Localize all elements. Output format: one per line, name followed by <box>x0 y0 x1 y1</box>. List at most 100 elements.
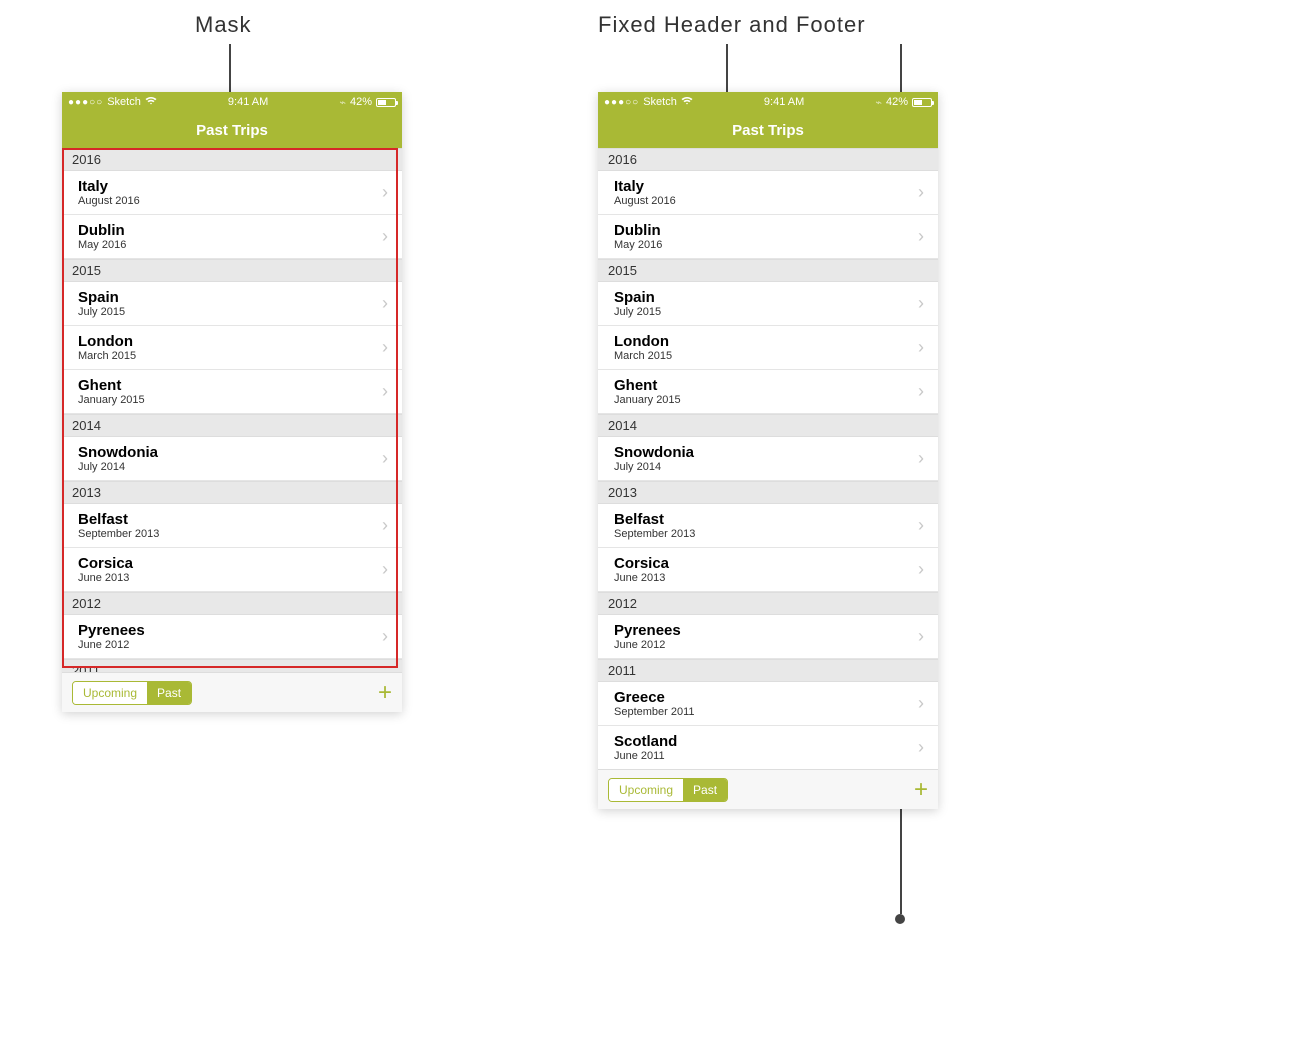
trip-row-text: ItalyAugust 2016 <box>614 178 676 207</box>
trip-row[interactable]: CorsicaJune 2013 › <box>62 548 402 592</box>
segment-upcoming[interactable]: Upcoming <box>73 682 147 704</box>
trip-title: Greece <box>614 689 695 706</box>
annotation-mask-label: Mask <box>195 12 252 38</box>
nav-bar: Past Trips <box>598 112 938 148</box>
trip-row[interactable]: LondonMarch 2015› <box>62 326 402 370</box>
trip-title: Snowdonia <box>78 444 158 461</box>
trip-title: Ghent <box>78 377 145 394</box>
trip-subtitle: May 2016 <box>614 239 662 251</box>
trip-row-text: ItalyAugust 2016 <box>78 178 140 207</box>
nav-title: Past Trips <box>196 122 268 139</box>
trips-list: 2016ItalyAugust 2016›DublinMay 2016›2015… <box>62 148 402 672</box>
section-header: 2011 <box>598 659 938 682</box>
toolbar: Upcoming Past + <box>598 769 938 809</box>
trip-title: Ghent <box>614 377 681 394</box>
trip-subtitle: June 2013 <box>614 572 669 584</box>
trip-row-text: SpainJuly 2015 <box>614 289 661 318</box>
trip-row[interactable]: BelfastSeptember 2013 › <box>62 504 402 548</box>
trip-row[interactable]: CorsicaJune 2013 › <box>598 548 938 592</box>
trip-row-text: SpainJuly 2015 <box>78 289 125 318</box>
trip-subtitle: July 2014 <box>78 461 158 473</box>
trip-row[interactable]: GhentJanuary 2015› <box>598 370 938 414</box>
statusbar-right: ⌁ 42% <box>875 96 932 109</box>
chevron-right-icon: › <box>382 337 388 358</box>
toolbar: Upcoming Past + <box>62 672 402 712</box>
trip-row-text: DublinMay 2016 <box>614 222 662 251</box>
nav-bar: Past Trips <box>62 112 402 148</box>
trip-row[interactable]: PyreneesJune 2012› <box>62 615 402 659</box>
chevron-right-icon: › <box>918 337 924 358</box>
segment-upcoming[interactable]: Upcoming <box>609 779 683 801</box>
trip-subtitle: January 2015 <box>78 394 145 406</box>
trip-row[interactable]: DublinMay 2016› <box>62 215 402 259</box>
chevron-right-icon: › <box>382 515 388 536</box>
chevron-right-icon: › <box>918 448 924 469</box>
trip-subtitle: September 2013 <box>614 528 695 540</box>
wifi-icon <box>145 96 157 108</box>
trip-title: London <box>614 333 672 350</box>
add-button[interactable]: + <box>914 778 928 802</box>
statusbar-left: ●●●○○ Sketch <box>604 96 693 108</box>
trip-row[interactable]: BelfastSeptember 2013› <box>598 504 938 548</box>
trip-title: Dublin <box>614 222 662 239</box>
trip-row[interactable]: GhentJanuary 2015› <box>62 370 402 414</box>
trip-subtitle: June 2013 <box>78 572 133 584</box>
trip-subtitle: June 2012 <box>78 639 145 651</box>
chevron-right-icon: › <box>382 559 388 580</box>
segment-past[interactable]: Past <box>683 779 727 801</box>
trip-row[interactable]: LondonMarch 2015› <box>598 326 938 370</box>
trip-row-text: BelfastSeptember 2013 <box>78 511 159 540</box>
chevron-right-icon: › <box>918 559 924 580</box>
trip-row-text: SnowdoniaJuly 2014 <box>78 444 158 473</box>
trip-subtitle: September 2011 <box>614 706 695 718</box>
trip-row-text: SnowdoniaJuly 2014 <box>614 444 694 473</box>
battery-icon <box>376 98 396 107</box>
trip-row-text: BelfastSeptember 2013 <box>614 511 695 540</box>
trip-subtitle: June 2011 <box>614 750 677 762</box>
section-header: 2012 <box>598 592 938 615</box>
section-header: 2016 <box>62 148 402 171</box>
signal-dots: ●●●○○ <box>604 97 639 108</box>
section-header: 2011 <box>62 659 402 672</box>
trip-subtitle: August 2016 <box>614 195 676 207</box>
chevron-right-icon: › <box>918 693 924 714</box>
section-header: 2014 <box>598 414 938 437</box>
trip-title: Belfast <box>78 511 159 528</box>
add-button[interactable]: + <box>378 681 392 705</box>
trip-title: Corsica <box>78 555 133 572</box>
trip-row[interactable]: SpainJuly 2015› <box>598 282 938 326</box>
trip-row[interactable]: DublinMay 2016 › <box>598 215 938 259</box>
trip-row[interactable]: ItalyAugust 2016› <box>598 171 938 215</box>
section-header: 2013 <box>598 481 938 504</box>
trip-subtitle: March 2015 <box>78 350 136 362</box>
filter-segmented-control[interactable]: Upcoming Past <box>608 778 728 802</box>
chevron-right-icon: › <box>918 737 924 758</box>
statusbar-time: 9:41 AM <box>228 96 268 108</box>
filter-segmented-control[interactable]: Upcoming Past <box>72 681 192 705</box>
trip-row[interactable]: ScotlandJune 2011 › <box>598 726 938 769</box>
carrier-label: Sketch <box>643 96 677 108</box>
chevron-right-icon: › <box>918 226 924 247</box>
signal-dots: ●●●○○ <box>68 97 103 108</box>
trip-row-text: DublinMay 2016 <box>78 222 126 251</box>
trip-row-text: ScotlandJune 2011 <box>614 733 677 762</box>
scroll-content-masked[interactable]: 2016ItalyAugust 2016›DublinMay 2016›2015… <box>62 148 402 672</box>
section-header: 2012 <box>62 592 402 615</box>
battery-pct-label: 42% <box>350 96 372 108</box>
trip-title: Corsica <box>614 555 669 572</box>
trip-row[interactable]: SpainJuly 2015› <box>62 282 402 326</box>
section-header: 2015 <box>598 259 938 282</box>
chevron-right-icon: › <box>918 381 924 402</box>
battery-pct-label: 42% <box>886 96 908 108</box>
nav-title: Past Trips <box>732 122 804 139</box>
trip-row[interactable]: ItalyAugust 2016› <box>62 171 402 215</box>
trip-row[interactable]: PyreneesJune 2012› <box>598 615 938 659</box>
trip-row[interactable]: SnowdoniaJuly 2014› <box>62 437 402 481</box>
trip-row[interactable]: SnowdoniaJuly 2014 › <box>598 437 938 481</box>
trip-subtitle: July 2015 <box>614 306 661 318</box>
annotation-fixed-label: Fixed Header and Footer <box>598 12 866 38</box>
trip-row[interactable]: GreeceSeptember 2011 › <box>598 682 938 726</box>
trips-list: 2016ItalyAugust 2016›DublinMay 2016›2015… <box>598 148 938 769</box>
statusbar-left: ●●●○○ Sketch <box>68 96 157 108</box>
segment-past[interactable]: Past <box>147 682 191 704</box>
